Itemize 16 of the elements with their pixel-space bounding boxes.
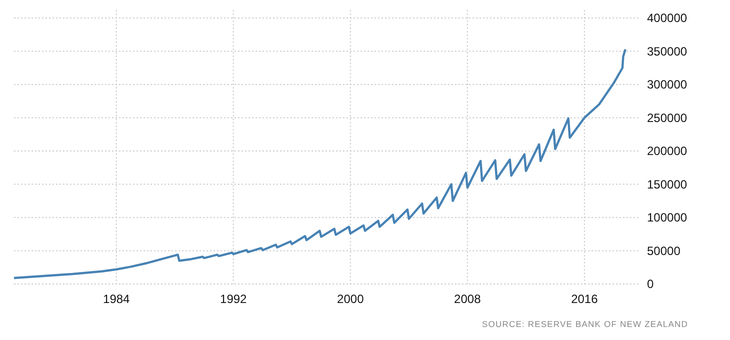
y-tick-label: 50000 bbox=[647, 244, 681, 258]
y-tick-label: 350000 bbox=[647, 44, 688, 58]
y-tick-label: 400000 bbox=[647, 11, 688, 25]
line-series bbox=[12, 48, 626, 280]
x-tick-label: 2016 bbox=[571, 292, 598, 306]
x-tick-label: 1984 bbox=[103, 292, 130, 306]
y-tick-label: 0 bbox=[647, 277, 654, 291]
x-tick-label: 2000 bbox=[337, 292, 364, 306]
x-tick-label: 1992 bbox=[220, 292, 248, 306]
y-tick-label: 100000 bbox=[647, 210, 688, 224]
x-tick-label: 2008 bbox=[454, 292, 482, 306]
source-note: SOURCE: RESERVE BANK OF NEW ZEALAND bbox=[482, 319, 688, 329]
y-tick-label: 150000 bbox=[647, 177, 688, 192]
y-tick-label: 250000 bbox=[647, 110, 688, 125]
y-tick-label: 200000 bbox=[647, 144, 688, 158]
y-tick-label: 300000 bbox=[647, 78, 688, 92]
